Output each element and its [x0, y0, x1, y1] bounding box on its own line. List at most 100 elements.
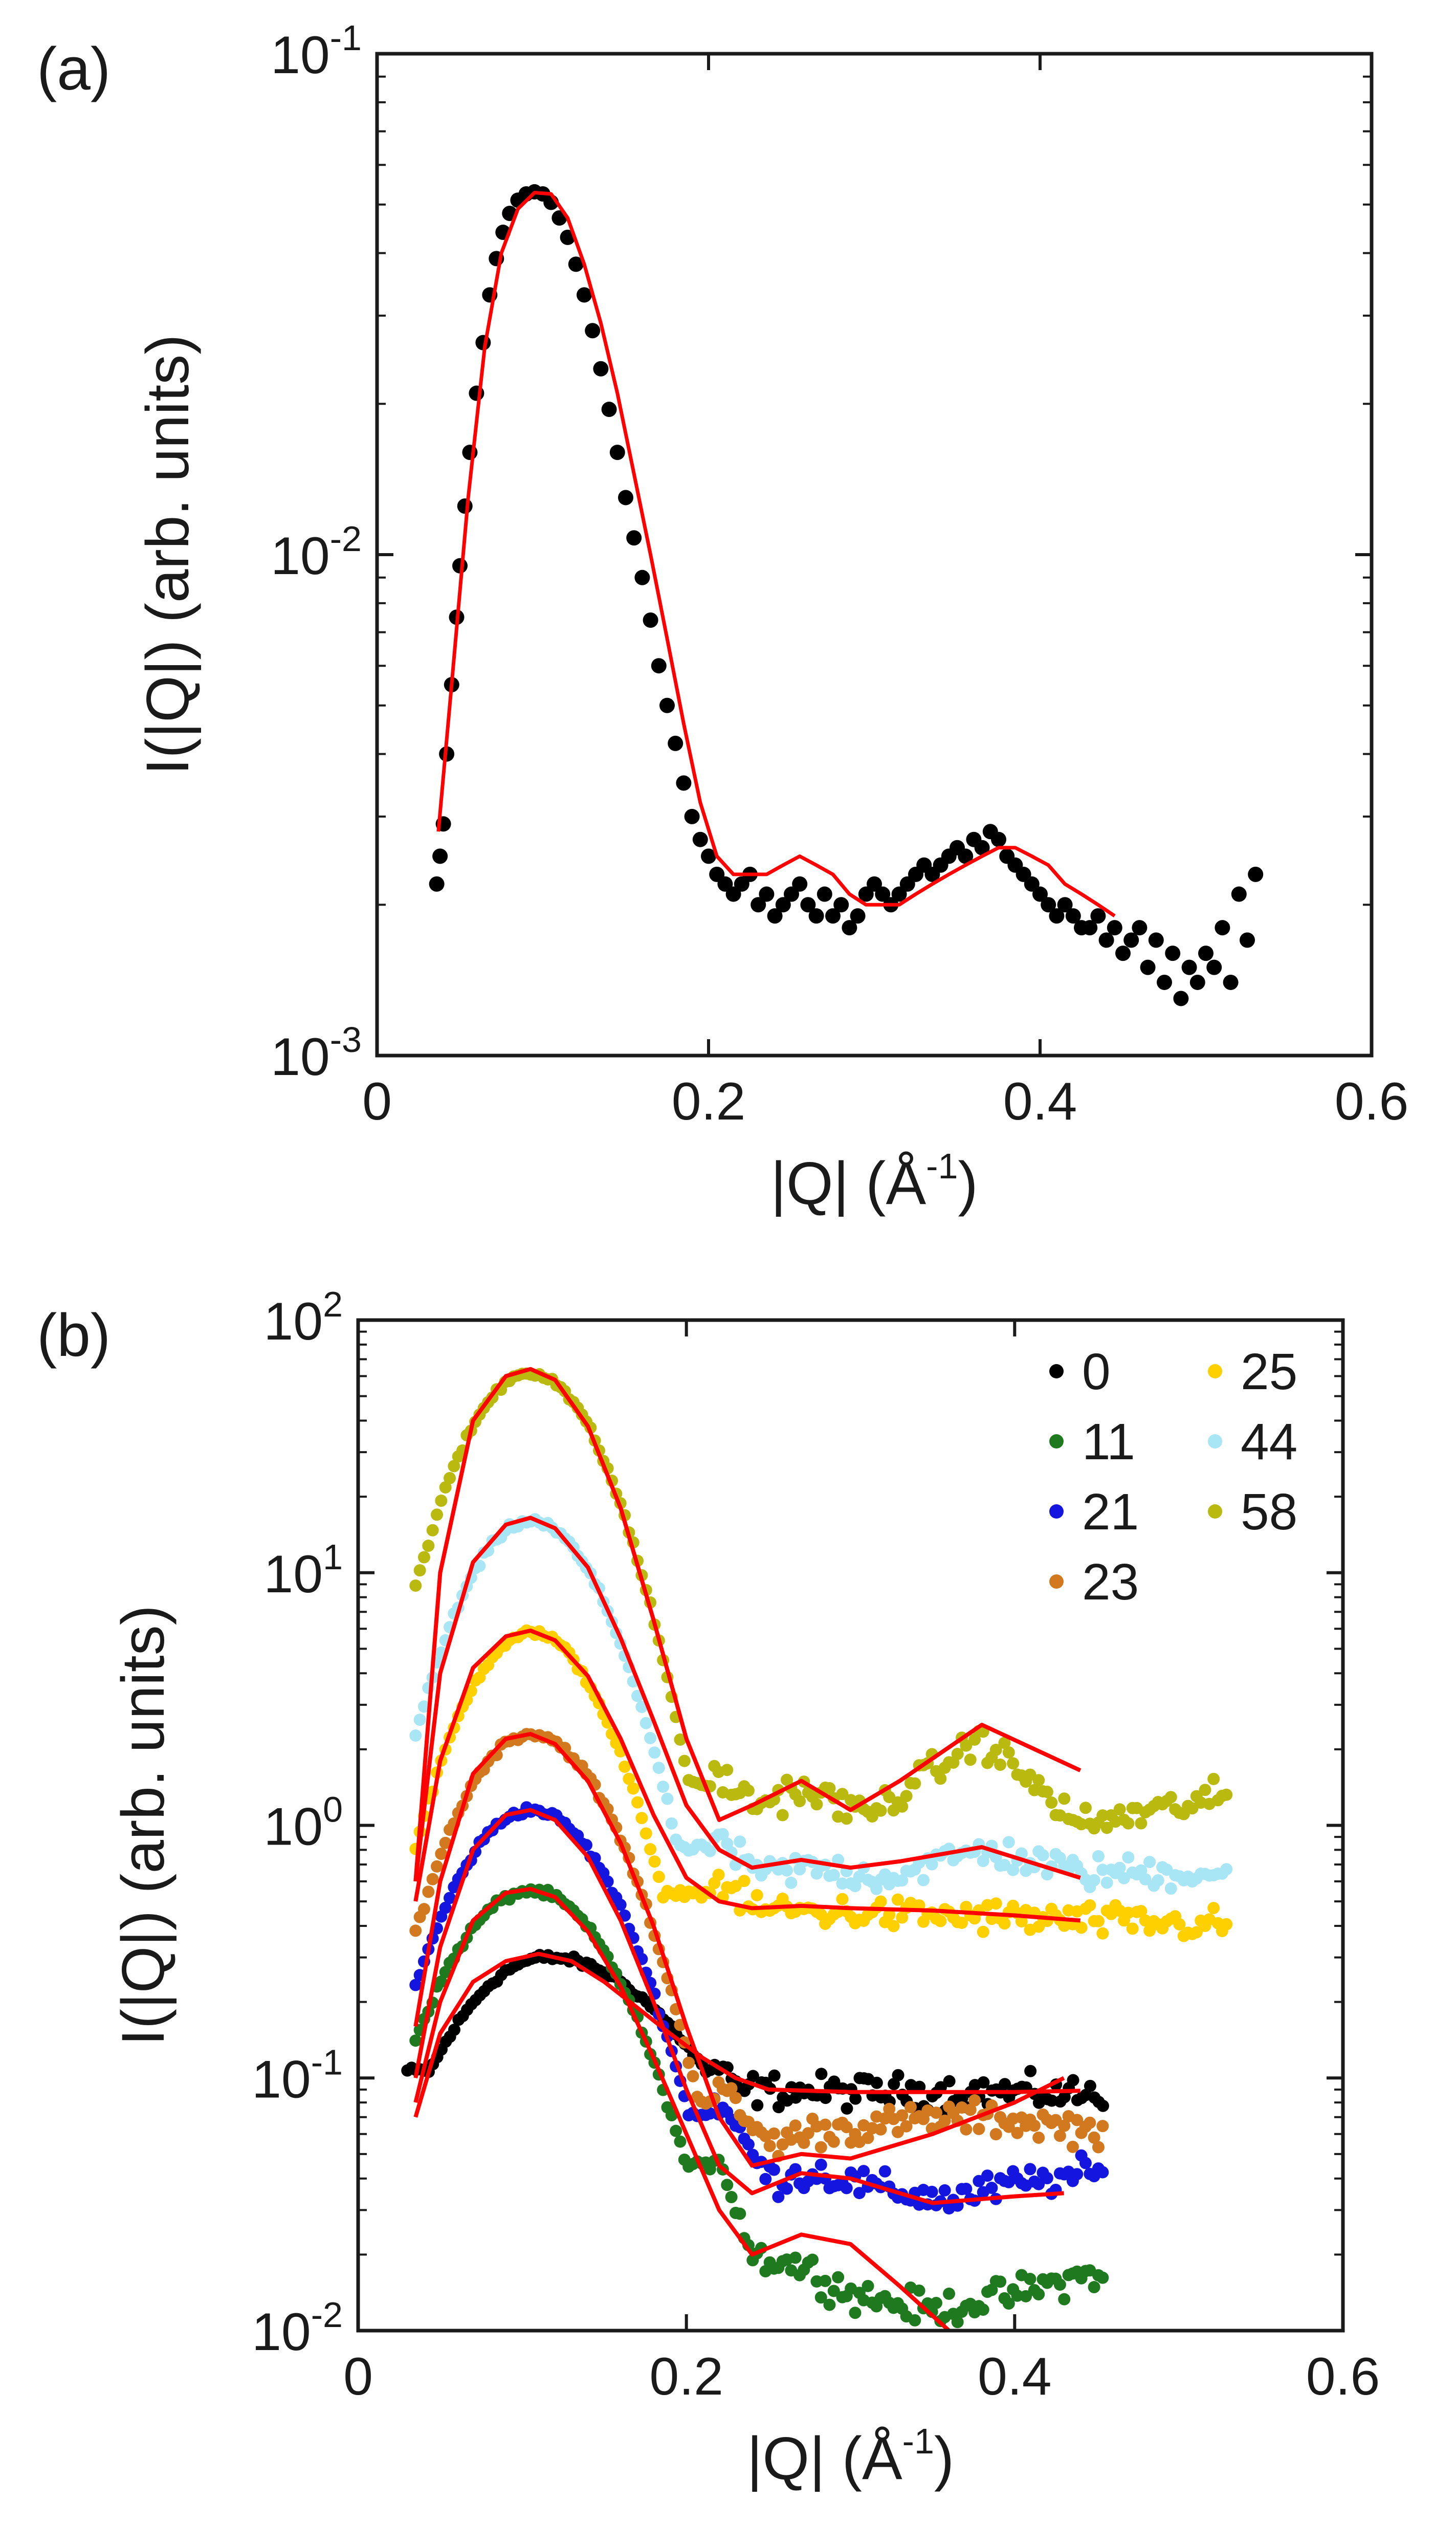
data-point — [580, 1838, 592, 1851]
data-point — [989, 1897, 1002, 1910]
panel-label: (a) — [37, 35, 111, 103]
data-point — [977, 1925, 989, 1938]
data-point — [1007, 1863, 1020, 1876]
data-point — [989, 1743, 1002, 1756]
y-tick-label: 10-1 — [252, 2042, 343, 2109]
data-point — [623, 1772, 635, 1785]
data-point — [1165, 946, 1181, 961]
plot-area — [401, 1367, 1233, 2331]
data-point — [1049, 908, 1065, 924]
data-point — [1223, 974, 1239, 990]
data-point — [840, 2121, 853, 2134]
data-point — [448, 2024, 461, 2036]
data-point — [1088, 2281, 1100, 2294]
y-tick-base: 10 — [271, 26, 330, 85]
data-point — [639, 1717, 652, 1729]
data-point — [862, 2279, 874, 2292]
data-point — [1075, 1921, 1088, 1934]
fit-11-line — [413, 1886, 951, 2331]
data-point — [729, 2092, 742, 2104]
data-point — [1032, 886, 1048, 902]
data-point — [823, 1782, 836, 1794]
data-point — [896, 1874, 909, 1887]
data-point — [1058, 2293, 1071, 2306]
data-point — [1092, 2141, 1105, 2154]
data-point — [422, 1885, 435, 1898]
data-point — [825, 908, 841, 924]
data-point — [784, 886, 799, 902]
series-58 — [409, 1367, 1233, 1835]
x-axis-label-close: ) — [958, 1150, 978, 1217]
x-tick-label: 0 — [362, 1072, 392, 1131]
data-point — [875, 886, 891, 902]
data-point — [659, 697, 675, 713]
panel-label: (b) — [37, 1302, 111, 1369]
data-point — [426, 1873, 439, 1885]
data-point — [409, 1729, 422, 1742]
data-point — [913, 2080, 926, 2093]
data-point — [878, 2165, 891, 2178]
data-point — [1122, 1817, 1135, 1830]
x-tick-label: 0.6 — [1335, 1072, 1409, 1131]
data-point — [1020, 2290, 1032, 2302]
data-point — [644, 1731, 657, 1744]
data-point — [751, 1889, 763, 1901]
data-point — [1122, 1851, 1135, 1864]
x-tick-label: 0 — [343, 2347, 373, 2406]
data-point — [639, 1827, 652, 1840]
data-point — [429, 876, 445, 892]
data-point — [751, 897, 766, 913]
data-point — [930, 2107, 942, 2119]
data-point — [909, 1777, 921, 1790]
data-point — [674, 1733, 687, 1746]
y-tick-label: 10-2 — [252, 2295, 343, 2362]
data-point — [1058, 1792, 1071, 1805]
data-point — [934, 1772, 947, 1785]
data-point — [819, 2118, 832, 2131]
data-point — [823, 2298, 836, 2311]
data-point — [1024, 876, 1040, 892]
data-point — [634, 569, 650, 585]
data-point — [1015, 1915, 1028, 1928]
data-point — [998, 1737, 1011, 1749]
data-point — [1240, 932, 1255, 948]
fit-21-line — [413, 1808, 1064, 2205]
data-point — [900, 2120, 913, 2133]
data-point — [435, 1848, 448, 1860]
data-point — [1011, 2126, 1024, 2139]
data-point — [618, 490, 633, 506]
y-tick-exponent: 0 — [323, 1790, 343, 1830]
data-point — [1164, 1882, 1177, 1895]
data-point — [444, 1472, 456, 1484]
legend-marker — [1049, 1504, 1064, 1519]
data-point — [827, 2135, 840, 2148]
y-tick-exponent: 1 — [323, 1537, 343, 1577]
y-tick-base: 10 — [252, 2302, 311, 2362]
data-point — [432, 848, 448, 864]
data-point — [841, 2102, 853, 2115]
data-point — [817, 886, 832, 902]
legend-label: 58 — [1241, 1483, 1297, 1541]
data-point — [703, 1845, 716, 1857]
data-point — [999, 2078, 1011, 2091]
data-point — [1002, 2297, 1015, 2310]
data-point — [1096, 2166, 1109, 2179]
data-point — [806, 2253, 819, 2266]
data-point — [1071, 2114, 1084, 2126]
data-point — [1007, 1757, 1020, 1770]
data-point — [840, 2182, 853, 2195]
data-point — [1096, 2271, 1109, 2284]
y-tick-base: 10 — [252, 2050, 311, 2109]
plot-frame — [375, 52, 1374, 1058]
data-point — [759, 886, 775, 902]
data-point — [1107, 920, 1122, 936]
data-point — [900, 1790, 913, 1803]
data-point — [849, 1880, 862, 1893]
data-point — [842, 920, 857, 936]
data-point — [609, 445, 625, 460]
data-point — [1084, 2079, 1096, 2092]
data-point — [857, 2165, 870, 2178]
data-point — [674, 2135, 687, 2148]
fit-line — [436, 191, 1116, 918]
data-point — [577, 287, 592, 303]
